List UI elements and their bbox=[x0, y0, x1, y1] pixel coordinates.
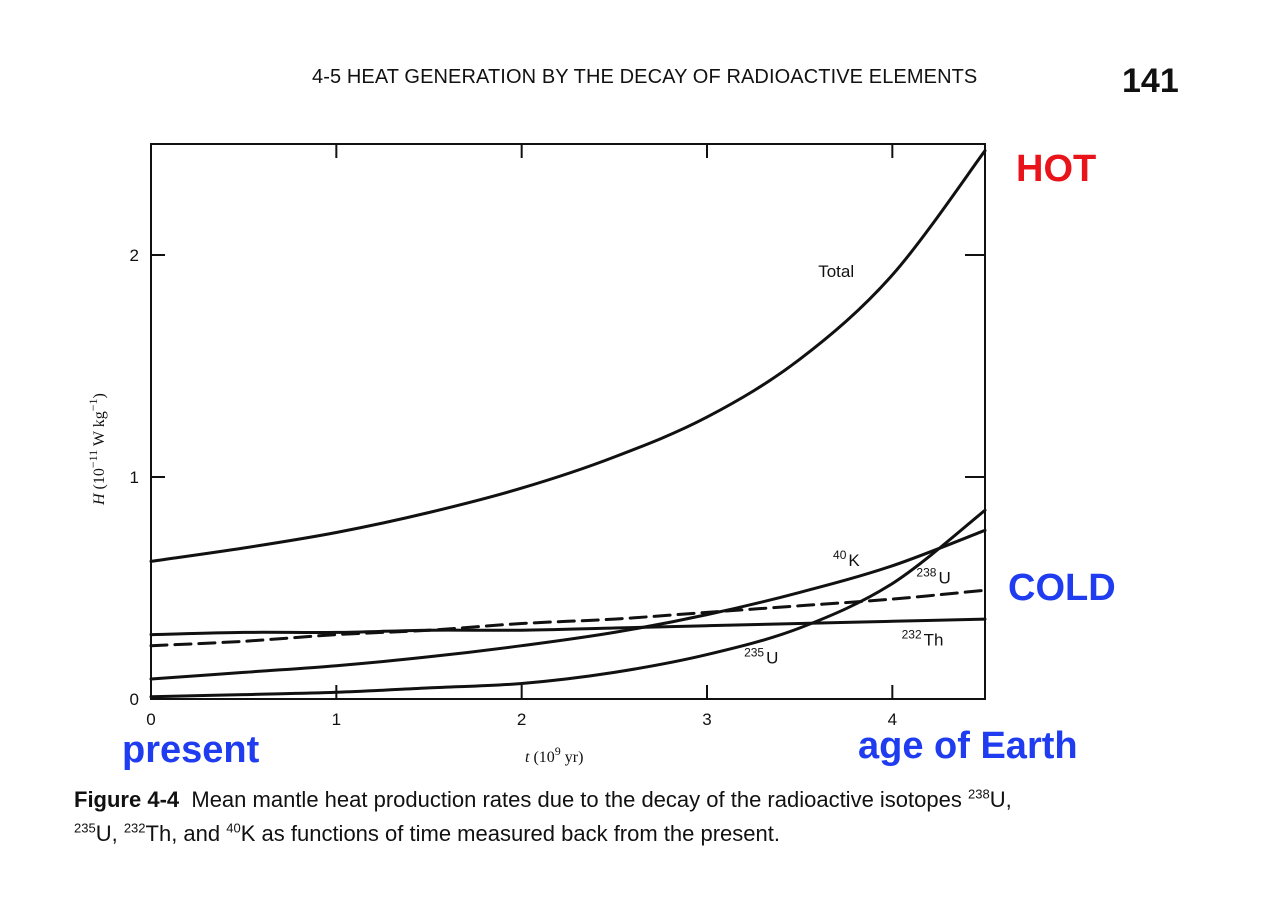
curve-labels: Total 40 K 238 U 232 Th 235 U bbox=[744, 262, 951, 667]
y-tick-label: 1 bbox=[130, 468, 139, 487]
curve-label-Total: Total bbox=[818, 262, 854, 281]
axis-ticks: 0 1 2 3 4 0 1 2 bbox=[130, 144, 985, 729]
curve-label-40K: 40 K bbox=[833, 548, 860, 570]
age-of-earth-label: age of Earth bbox=[858, 725, 1078, 767]
cold-label: COLD bbox=[1008, 567, 1116, 609]
present-label: present bbox=[122, 729, 260, 771]
curves bbox=[149, 149, 987, 699]
x-axis-title: t (109 yr) bbox=[525, 744, 583, 766]
curve-232Th bbox=[149, 617, 987, 637]
page-number: 141 bbox=[1122, 62, 1179, 100]
curve-Total bbox=[149, 149, 987, 563]
curve-238U bbox=[149, 588, 987, 648]
y-tick-label: 2 bbox=[130, 246, 139, 265]
running-head: 4-5 HEAT GENERATION BY THE DECAY OF RADI… bbox=[312, 66, 978, 88]
curve-235U bbox=[149, 508, 987, 699]
x-tick-label: 3 bbox=[702, 710, 711, 729]
plot-frame bbox=[150, 143, 986, 700]
figure-label: Figure 4-4 bbox=[74, 787, 180, 812]
x-tick-label: 4 bbox=[888, 710, 897, 729]
x-tick-label: 1 bbox=[332, 710, 341, 729]
figure-caption: Figure 4-4 Mean mantle heat production r… bbox=[74, 786, 1012, 846]
hot-label: HOT bbox=[1016, 148, 1097, 190]
curve-label-235U: 235 U bbox=[744, 645, 778, 667]
y-tick-label: 0 bbox=[130, 690, 139, 709]
curve-40K bbox=[149, 528, 987, 681]
curve-label-238U: 238 U bbox=[916, 566, 950, 588]
x-tick-label: 2 bbox=[517, 710, 526, 729]
y-axis-title: H (10−11 W kg−1) bbox=[86, 393, 108, 506]
curve-label-232Th: 232 Th bbox=[902, 628, 944, 650]
x-tick-label: 0 bbox=[146, 710, 155, 729]
